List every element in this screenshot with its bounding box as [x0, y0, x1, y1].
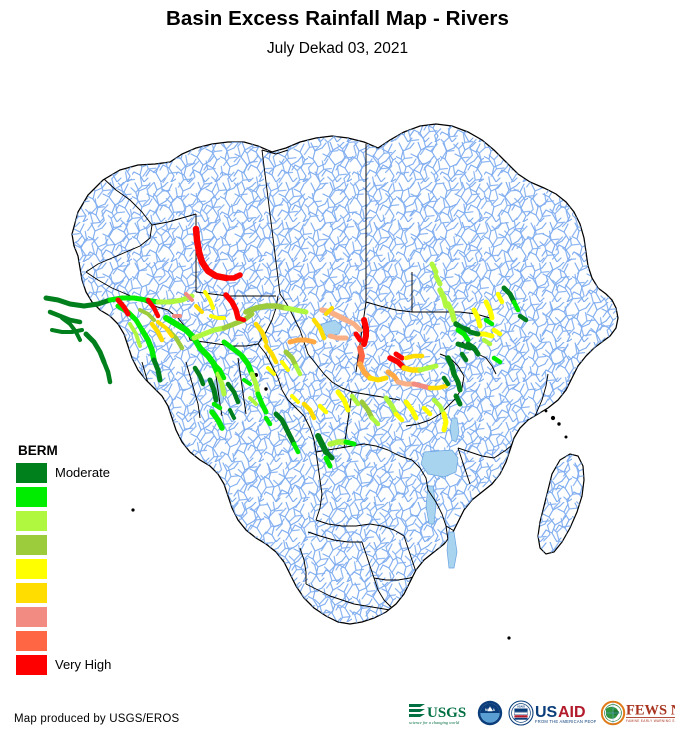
page-subtitle: July Dekad 03, 2021: [266, 40, 409, 57]
noaa-wordmark: NOAA: [485, 708, 496, 712]
lake-victoria: [420, 449, 459, 478]
legend-swatch-5: [16, 559, 47, 579]
noaa-bird-icon: [487, 706, 493, 712]
berm-river-segments: [43, 225, 529, 469]
legend-item-2: [16, 485, 156, 509]
africa-map-svg[interactable]: [0, 62, 675, 687]
legend-item-1: Moderate: [16, 461, 156, 485]
legend-swatch-2: [16, 487, 47, 507]
legend-title: BERM: [18, 443, 58, 458]
legend-swatch-1: [16, 463, 47, 483]
legend-label-very-high: Very High: [55, 657, 112, 672]
map-credit: Map produced by USGS/EROS: [14, 713, 180, 725]
fewsnet-logo: FEWS NET FAMINE EARLY WARNING SYSTEMS NE…: [601, 700, 675, 726]
usaid-logo: USAID US AID FROM THE AMERICAN PEOPLE: [508, 700, 596, 726]
legend-item-7: [16, 605, 156, 629]
legend-item-5: [16, 557, 156, 581]
legend: BERM Moderate Very High: [16, 443, 156, 677]
lake-tanganyika: [425, 485, 437, 525]
legend-item-8: [16, 629, 156, 653]
page-title: Basin Excess Rainfall Map - Rivers: [166, 7, 509, 30]
usgs-tagline: science for a changing world: [409, 720, 460, 725]
usgs-wave-mark: [409, 704, 425, 717]
map-header: Basin Excess Rainfall Map - Rivers July …: [0, 0, 675, 59]
legend-swatch-7: [16, 607, 47, 627]
legend-item-6: [16, 581, 156, 605]
fewsnet-globe-icon: [601, 700, 626, 726]
legend-item-3: [16, 509, 156, 533]
fewsnet-wordmark: FEWS NET: [626, 703, 675, 719]
legend-swatch-9: [16, 655, 47, 675]
usaid-tagline: FROM THE AMERICAN PEOPLE: [535, 719, 596, 724]
islands: [131, 373, 568, 640]
usaid-wordmark-us: US: [535, 704, 558, 721]
madagascar: [537, 453, 585, 555]
usgs-logo: USGS science for a changing world: [409, 704, 466, 725]
legend-label-moderate: Moderate: [55, 465, 110, 480]
usaid-seal: USAID: [508, 700, 534, 726]
legend-swatch-3: [16, 511, 47, 531]
legend-swatch-6: [16, 583, 47, 603]
logo-bar: USGS science for a changing world NOAA U…: [408, 697, 675, 729]
africa-landmass: [71, 123, 619, 625]
legend-item-4: [16, 533, 156, 557]
lake-malawi: [446, 531, 458, 569]
svg-text:USAID: USAID: [517, 704, 525, 708]
usaid-wordmark-aid: AID: [558, 704, 586, 721]
legend-swatch-4: [16, 535, 47, 555]
legend-swatch-8: [16, 631, 47, 651]
africa-map-canvas[interactable]: [0, 62, 675, 687]
noaa-logo: NOAA: [477, 700, 503, 726]
fewsnet-tagline: FAMINE EARLY WARNING SYSTEMS NETWORK: [626, 719, 675, 723]
noaa-sea: [480, 713, 500, 723]
usgs-wordmark: USGS: [427, 705, 466, 721]
legend-item-9: Very High: [16, 653, 156, 677]
lake-turkana: [449, 417, 460, 443]
